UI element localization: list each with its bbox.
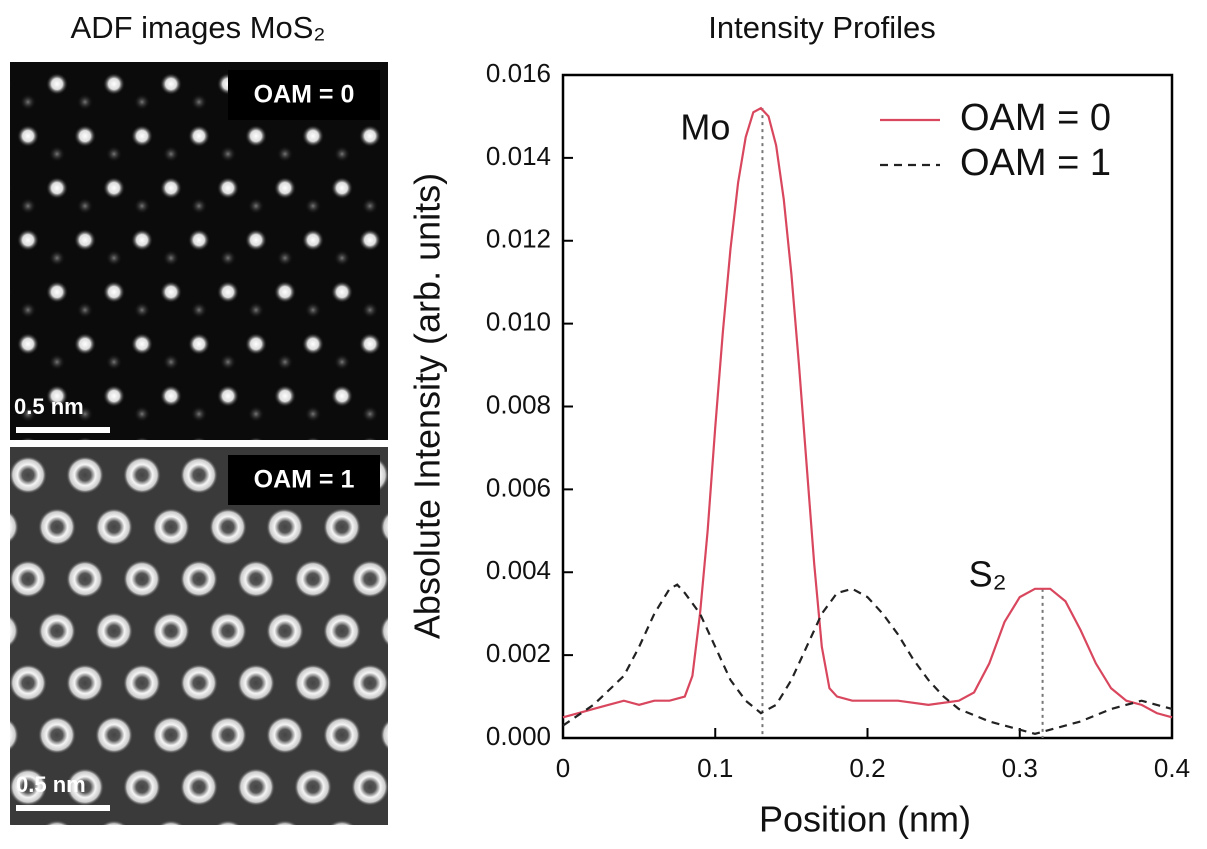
adf-image [10, 447, 388, 825]
annotation: S₂ [969, 553, 1007, 594]
legend-label: OAM = 0 [960, 97, 1111, 139]
y-axis-label: Absolute Intensity (arb. units) [407, 173, 448, 639]
panel-title: ADF images MoS₂ [71, 10, 326, 45]
scale-label: 0.5 nm [14, 394, 84, 419]
legend-label: OAM = 1 [960, 142, 1111, 184]
x-axis-label: Position (nm) [759, 799, 971, 840]
x-tick-label: 0.3 [1002, 753, 1038, 783]
x-tick-label: 0.4 [1154, 753, 1190, 783]
image-label: OAM = 1 [254, 466, 355, 494]
label-box [228, 455, 380, 505]
series-line [562, 583, 1173, 735]
adf-image [10, 62, 388, 440]
y-tick-label: 0.014 [486, 141, 551, 171]
y-tick-label: 0.016 [486, 58, 551, 88]
series-line [562, 106, 1173, 719]
x-tick-label: 0.1 [697, 753, 733, 783]
y-tick-label: 0.002 [486, 638, 551, 668]
image-label: OAM = 0 [254, 81, 355, 109]
annotation: Mo [680, 107, 730, 148]
x-tick-label: 0.2 [849, 753, 885, 783]
chart-title: Intensity Profiles [708, 10, 935, 45]
scale-label: 0.5 nm [16, 772, 86, 797]
y-tick-label: 0.000 [486, 721, 551, 751]
scale-bar [16, 427, 110, 433]
y-tick-label: 0.008 [486, 389, 551, 419]
y-tick-label: 0.010 [486, 307, 551, 337]
x-tick-label: 0 [556, 753, 570, 783]
label-box [228, 70, 380, 120]
scale-bar [16, 805, 110, 811]
y-tick-label: 0.004 [486, 555, 551, 585]
y-tick-label: 0.006 [486, 472, 551, 502]
y-tick-label: 0.012 [486, 224, 551, 254]
